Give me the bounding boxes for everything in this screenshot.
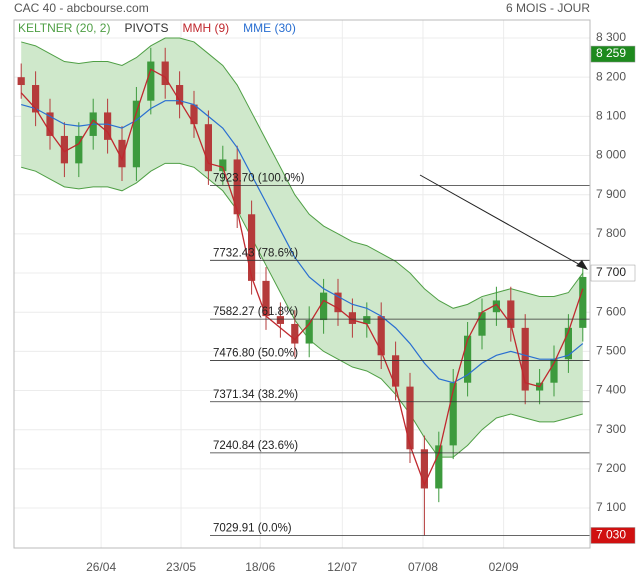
legend-entry: PIVOTS bbox=[124, 21, 168, 35]
pivot-label: 7732.43 (78.6%) bbox=[213, 247, 298, 259]
series-layer bbox=[17, 37, 587, 536]
y-tick-label: 8 200 bbox=[596, 69, 626, 83]
x-tick-label: 26/04 bbox=[86, 560, 116, 574]
candle-body bbox=[406, 386, 414, 450]
y-tick-label: 7 800 bbox=[596, 226, 626, 240]
candle-body bbox=[363, 316, 371, 324]
arrow-head bbox=[576, 260, 588, 270]
candle-body bbox=[75, 135, 83, 164]
x-tick-label: 02/09 bbox=[489, 560, 519, 574]
x-tick-label: 23/05 bbox=[166, 560, 196, 574]
pivot-label: 7476.80 (50.0%) bbox=[213, 347, 298, 359]
candle-body bbox=[464, 335, 472, 383]
y-tick-label: 7 500 bbox=[596, 344, 626, 358]
candle-body bbox=[507, 300, 515, 328]
y-tick-label: 7 300 bbox=[596, 422, 626, 436]
candle-body bbox=[564, 327, 572, 360]
candle-body bbox=[435, 445, 443, 489]
price-tag bbox=[590, 527, 636, 544]
candle-body bbox=[118, 139, 126, 168]
pivot-label: 7582.27 (61.8%) bbox=[213, 306, 298, 318]
candle-body bbox=[305, 320, 313, 344]
candle-body bbox=[233, 159, 241, 215]
candle-body bbox=[392, 355, 400, 387]
candle-body bbox=[32, 85, 40, 113]
candle-body bbox=[17, 77, 25, 86]
candle-body bbox=[190, 104, 198, 125]
candle-body bbox=[348, 312, 356, 324]
candle-body bbox=[478, 312, 486, 336]
x-tick-label: 18/06 bbox=[245, 560, 275, 574]
y-tick-label: 7 600 bbox=[596, 304, 626, 318]
y-tick-label: 8 300 bbox=[596, 30, 626, 44]
pivot-label: 7240.84 (23.6%) bbox=[213, 440, 298, 452]
candle-body bbox=[492, 300, 500, 313]
y-tick-label: 7 900 bbox=[596, 187, 626, 201]
keltner-upper bbox=[21, 37, 584, 309]
y-tick-label: 8 100 bbox=[596, 109, 626, 123]
candle-body bbox=[132, 100, 140, 168]
pivot-label: 7923.70 (100.0%) bbox=[213, 172, 305, 184]
x-tick-label: 12/07 bbox=[327, 560, 357, 574]
candle-body bbox=[262, 280, 270, 317]
candle-body bbox=[248, 214, 256, 281]
price-tag bbox=[590, 45, 636, 63]
candle-body bbox=[579, 276, 587, 328]
pivot-label: 7371.34 (38.2%) bbox=[213, 389, 298, 401]
candle-body bbox=[449, 382, 457, 446]
mmh-line bbox=[20, 68, 584, 487]
candle-body bbox=[176, 85, 184, 105]
period-label: 6 MOIS - JOUR bbox=[506, 1, 590, 15]
y-tick-label: 7 400 bbox=[596, 383, 626, 397]
candle-body bbox=[219, 159, 227, 172]
plot: 7923.70 (100.0%) 7732.43 (78.6%) 7582.27 (… bbox=[14, 20, 590, 548]
candle-body bbox=[291, 323, 299, 344]
candle-body bbox=[550, 359, 558, 383]
mme-line bbox=[21, 100, 584, 384]
pivot-label: 7029.91 (0.0%) bbox=[213, 523, 292, 535]
y-tick-label: 7 100 bbox=[596, 500, 626, 514]
keltner-band bbox=[21, 38, 583, 458]
legend: KELTNER (20, 2) PIVOTS MMH (9) MME (30) bbox=[18, 21, 296, 35]
x-tick-label: 07/08 bbox=[408, 560, 438, 574]
candle-body bbox=[60, 135, 68, 164]
plot-frame bbox=[13, 19, 591, 549]
candle-body bbox=[204, 124, 212, 172]
annotation-arrow bbox=[419, 174, 583, 267]
candle-body bbox=[521, 327, 529, 391]
chart-title: CAC 40 - abcbourse.com bbox=[14, 1, 149, 15]
candle-body bbox=[147, 61, 155, 101]
y-tick-label: 7 200 bbox=[596, 461, 626, 475]
candle-body bbox=[276, 316, 284, 324]
candle-body bbox=[320, 292, 328, 321]
price-tag-label: 7 030 bbox=[596, 528, 626, 542]
candle-body bbox=[420, 449, 428, 489]
price-tag bbox=[590, 264, 636, 282]
legend-entry: MME (30) bbox=[243, 21, 296, 35]
candle-body bbox=[334, 292, 342, 313]
legend-entry: MMH (9) bbox=[183, 21, 230, 35]
candle-body bbox=[377, 316, 385, 356]
keltner-lower bbox=[21, 162, 583, 458]
price-tag-label: 8 259 bbox=[596, 46, 626, 60]
price-tag-label: 7 700 bbox=[596, 265, 626, 279]
legend-entry: KELTNER (20, 2) bbox=[18, 21, 110, 35]
candle-body bbox=[104, 112, 112, 140]
candle-body bbox=[161, 61, 169, 86]
y-tick-label: 8 000 bbox=[596, 148, 626, 162]
candle-body bbox=[46, 112, 54, 136]
